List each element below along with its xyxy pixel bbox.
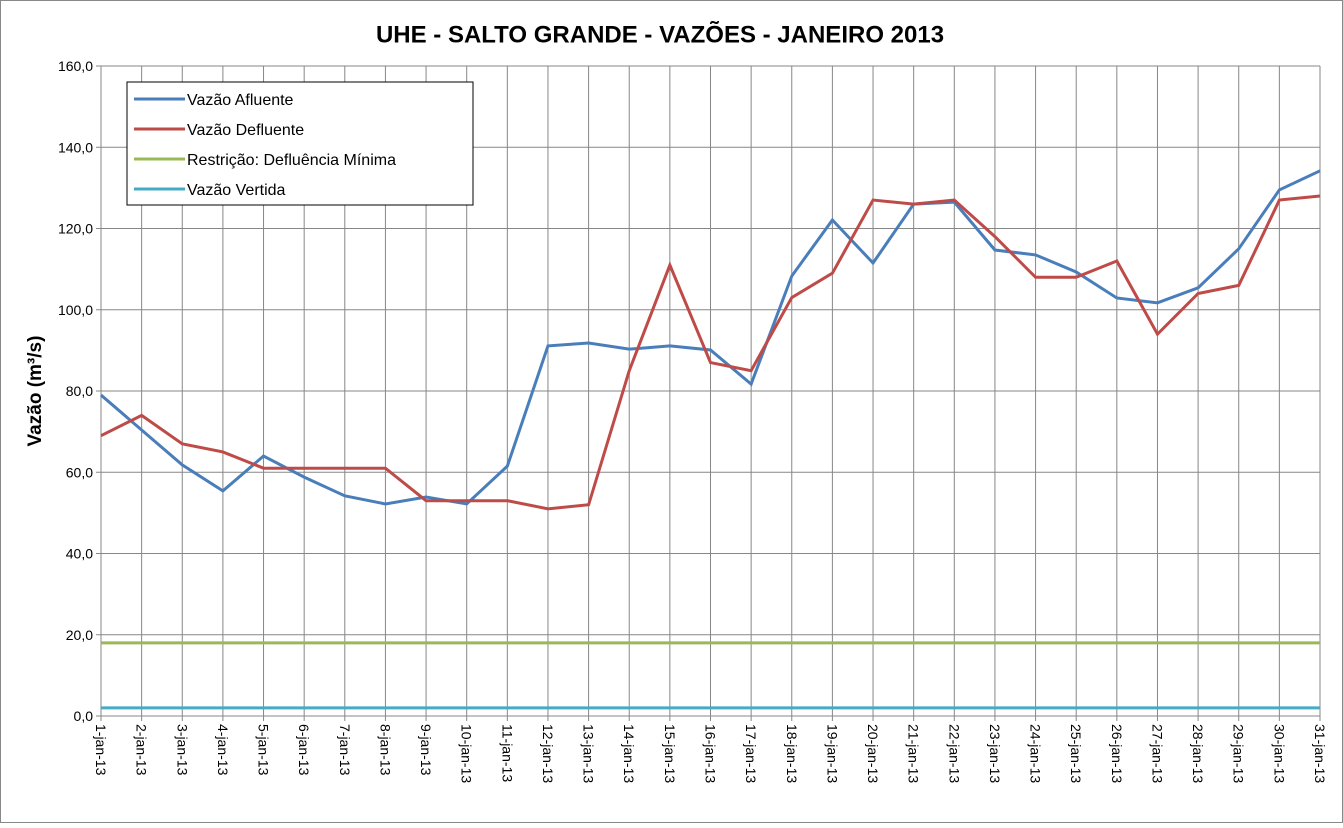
x-tick-label: 6-jan-13 xyxy=(296,724,312,776)
x-tick-label: 19-jan-13 xyxy=(824,724,840,783)
x-tick-label: 10-jan-13 xyxy=(459,724,475,783)
y-tick-label: 0,0 xyxy=(74,708,94,724)
x-tick-label: 5-jan-13 xyxy=(256,724,272,776)
legend-label: Restrição: Defluência Mínima xyxy=(187,152,396,169)
x-tick-label: 2-jan-13 xyxy=(134,724,150,776)
x-tick-label: 11-jan-13 xyxy=(499,724,515,782)
y-tick-label: 60,0 xyxy=(66,464,93,480)
x-tick-label: 7-jan-13 xyxy=(337,724,353,776)
legend-label: Vazão Vertida xyxy=(187,182,286,199)
legend-label: Vazão Defluente xyxy=(187,122,304,139)
x-tick-label: 21-jan-13 xyxy=(906,724,922,783)
y-tick-label: 100,0 xyxy=(58,302,93,318)
y-tick-label: 80,0 xyxy=(66,383,93,399)
y-tick-label: 20,0 xyxy=(66,627,93,643)
x-tick-label: 8-jan-13 xyxy=(377,724,393,776)
x-tick-label: 18-jan-13 xyxy=(784,724,800,783)
x-tick-label: 20-jan-13 xyxy=(865,724,881,783)
x-tick-label: 3-jan-13 xyxy=(174,724,190,776)
y-tick-label: 160,0 xyxy=(58,58,93,74)
x-tick-label: 12-jan-13 xyxy=(540,724,556,783)
chart-title: UHE - SALTO GRANDE - VAZÕES - JANEIRO 20… xyxy=(376,20,944,48)
x-tick-label: 24-jan-13 xyxy=(1028,724,1044,783)
series-line xyxy=(100,169,1321,506)
x-tick-label: 22-jan-13 xyxy=(946,724,962,783)
x-tick-label: 9-jan-13 xyxy=(418,724,434,776)
x-tick-label: 4-jan-13 xyxy=(215,724,231,776)
y-tick-label: 120,0 xyxy=(58,221,93,237)
x-tick-label: 14-jan-13 xyxy=(621,724,637,783)
legend-label: Vazão Afluente xyxy=(187,92,294,109)
x-tick-label: 26-jan-13 xyxy=(1109,724,1125,783)
y-tick-label: 40,0 xyxy=(66,546,93,562)
y-axis-label: Vazão (m³/s) xyxy=(25,336,46,447)
y-tick-label: 140,0 xyxy=(58,139,93,155)
x-tick-label: 30-jan-13 xyxy=(1271,724,1287,783)
x-tick-label: 16-jan-13 xyxy=(703,724,719,783)
x-tick-label: 31-jan-13 xyxy=(1312,724,1328,783)
x-tick-label: 28-jan-13 xyxy=(1190,724,1206,783)
x-tick-label: 25-jan-13 xyxy=(1068,724,1084,783)
series-line xyxy=(100,194,1321,511)
x-tick-label: 1-jan-13 xyxy=(93,724,109,776)
x-tick-label: 29-jan-13 xyxy=(1231,724,1247,783)
x-tick-label: 15-jan-13 xyxy=(662,724,678,783)
x-tick-label: 17-jan-13 xyxy=(743,724,759,783)
x-tick-label: 13-jan-13 xyxy=(581,724,597,783)
x-tick-label: 27-jan-13 xyxy=(1149,724,1165,783)
legend-box xyxy=(126,81,474,206)
x-tick-label: 23-jan-13 xyxy=(987,724,1003,783)
